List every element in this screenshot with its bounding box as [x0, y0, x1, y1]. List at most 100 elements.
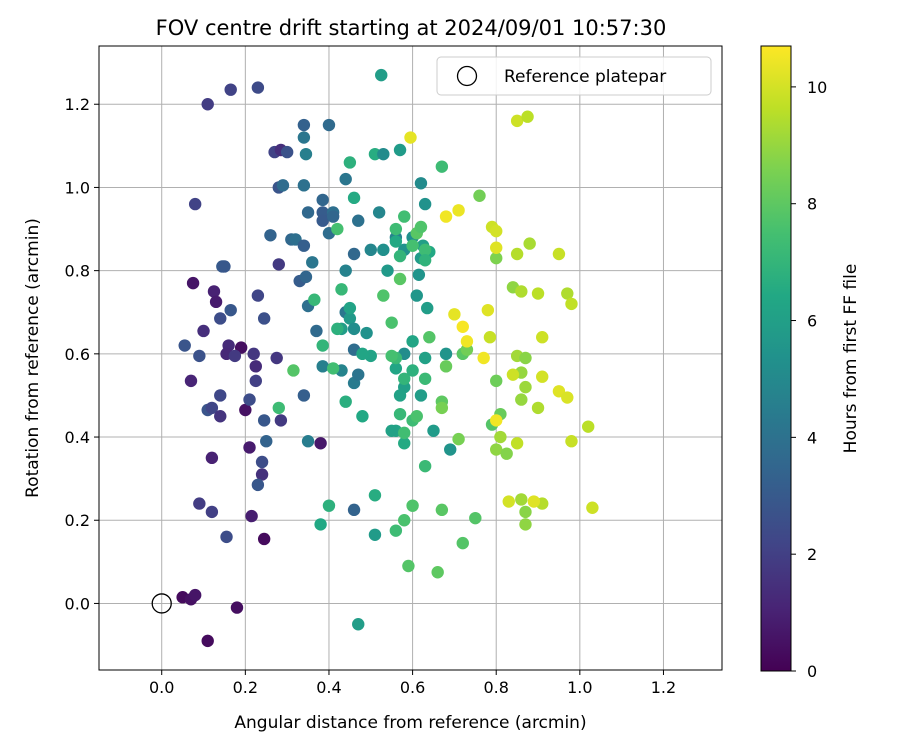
- data-point: [230, 601, 244, 614]
- data-point: [552, 247, 566, 261]
- data-point: [439, 210, 453, 223]
- data-point: [439, 347, 453, 361]
- y-tick-label: 1.2: [65, 95, 90, 114]
- data-point: [193, 497, 206, 510]
- data-point: [322, 118, 336, 132]
- data-point: [452, 432, 465, 446]
- data-point: [561, 391, 574, 404]
- colorbar: 0 2 4 6 8 10 Hours from first FF file: [760, 45, 861, 681]
- y-tick-label: 0.6: [65, 345, 90, 364]
- data-point: [519, 518, 532, 531]
- y-tick-label: 0.0: [65, 594, 90, 613]
- plot-frame: [98, 45, 723, 671]
- data-point: [439, 360, 453, 373]
- data-point: [316, 193, 329, 207]
- data-point: [406, 364, 419, 377]
- data-point: [404, 131, 417, 144]
- data-point: [418, 459, 432, 473]
- data-point: [257, 312, 271, 325]
- data-point: [423, 331, 436, 344]
- x-axis-label: Angular distance from reference (arcmin): [234, 713, 586, 733]
- grid-layer: [99, 46, 722, 670]
- legend-reference-marker: [456, 65, 478, 87]
- data-point: [377, 243, 390, 257]
- data-point: [322, 499, 336, 512]
- data-point: [214, 410, 227, 423]
- data-point: [418, 372, 432, 385]
- x-tick-label: 0.8: [483, 678, 508, 697]
- data-point: [205, 401, 219, 415]
- data-point: [207, 285, 221, 298]
- data-point: [287, 364, 300, 377]
- data-point: [228, 349, 242, 363]
- data-point: [381, 264, 394, 277]
- data-point: [531, 287, 545, 300]
- data-point: [389, 222, 403, 236]
- data-point: [270, 351, 283, 365]
- data-point: [477, 351, 490, 365]
- data-point: [308, 293, 321, 306]
- data-point: [205, 505, 219, 519]
- data-point: [410, 410, 423, 423]
- colorbar-tick-label: 6: [807, 312, 817, 331]
- data-point: [412, 268, 426, 281]
- data-point: [243, 393, 256, 406]
- data-point: [398, 514, 411, 527]
- colorbar-gradient: [760, 45, 792, 672]
- legend: Reference platepar: [436, 56, 712, 96]
- points-layer: [151, 68, 599, 648]
- data-point: [490, 224, 503, 238]
- data-point: [209, 295, 223, 309]
- data-point: [410, 289, 423, 302]
- data-point: [389, 362, 403, 375]
- y-axis-label: Rotation from reference (arcmin): [23, 218, 43, 498]
- data-point: [456, 320, 469, 333]
- data-point: [418, 243, 432, 257]
- data-point: [201, 634, 214, 648]
- data-point: [418, 351, 432, 365]
- data-point: [251, 81, 265, 94]
- data-point: [565, 297, 578, 311]
- data-point: [297, 118, 311, 132]
- chart-title: FOV centre drift starting at 2024/09/01 …: [156, 16, 667, 40]
- colorbar-tick-label: 10: [807, 78, 827, 97]
- data-point: [406, 335, 419, 348]
- data-point: [435, 503, 449, 517]
- data-point: [398, 210, 411, 223]
- data-point: [356, 410, 369, 423]
- colorbar-label: Hours from first FF file: [841, 264, 861, 454]
- legend-label: Reference platepar: [504, 67, 666, 87]
- data-point: [431, 566, 444, 579]
- data-point: [251, 478, 265, 492]
- data-point: [297, 131, 311, 144]
- data-point: [398, 426, 411, 440]
- data-point: [421, 301, 434, 315]
- y-tick-label: 0.2: [65, 511, 90, 530]
- data-point: [527, 495, 541, 508]
- data-point: [510, 114, 524, 128]
- colorbar-tick-label: 8: [807, 195, 817, 214]
- data-point: [510, 247, 524, 261]
- data-point: [316, 339, 329, 352]
- data-point: [385, 349, 398, 363]
- data-point: [561, 287, 574, 300]
- data-point: [297, 239, 311, 252]
- data-point: [385, 316, 398, 329]
- data-point: [393, 249, 407, 263]
- data-point: [393, 272, 407, 286]
- data-point: [490, 251, 503, 265]
- data-point: [326, 210, 340, 223]
- data-point: [347, 322, 361, 336]
- data-point: [473, 189, 486, 202]
- data-point: [184, 374, 198, 388]
- data-point: [448, 308, 461, 321]
- data-point: [205, 451, 219, 465]
- x-tick-label: 1.2: [651, 678, 676, 697]
- data-point: [272, 401, 285, 415]
- data-point: [347, 191, 361, 205]
- data-point: [393, 407, 407, 421]
- x-tick-label: 0.6: [400, 678, 425, 697]
- data-point: [582, 420, 595, 433]
- data-point: [339, 264, 352, 277]
- data-point: [385, 424, 398, 437]
